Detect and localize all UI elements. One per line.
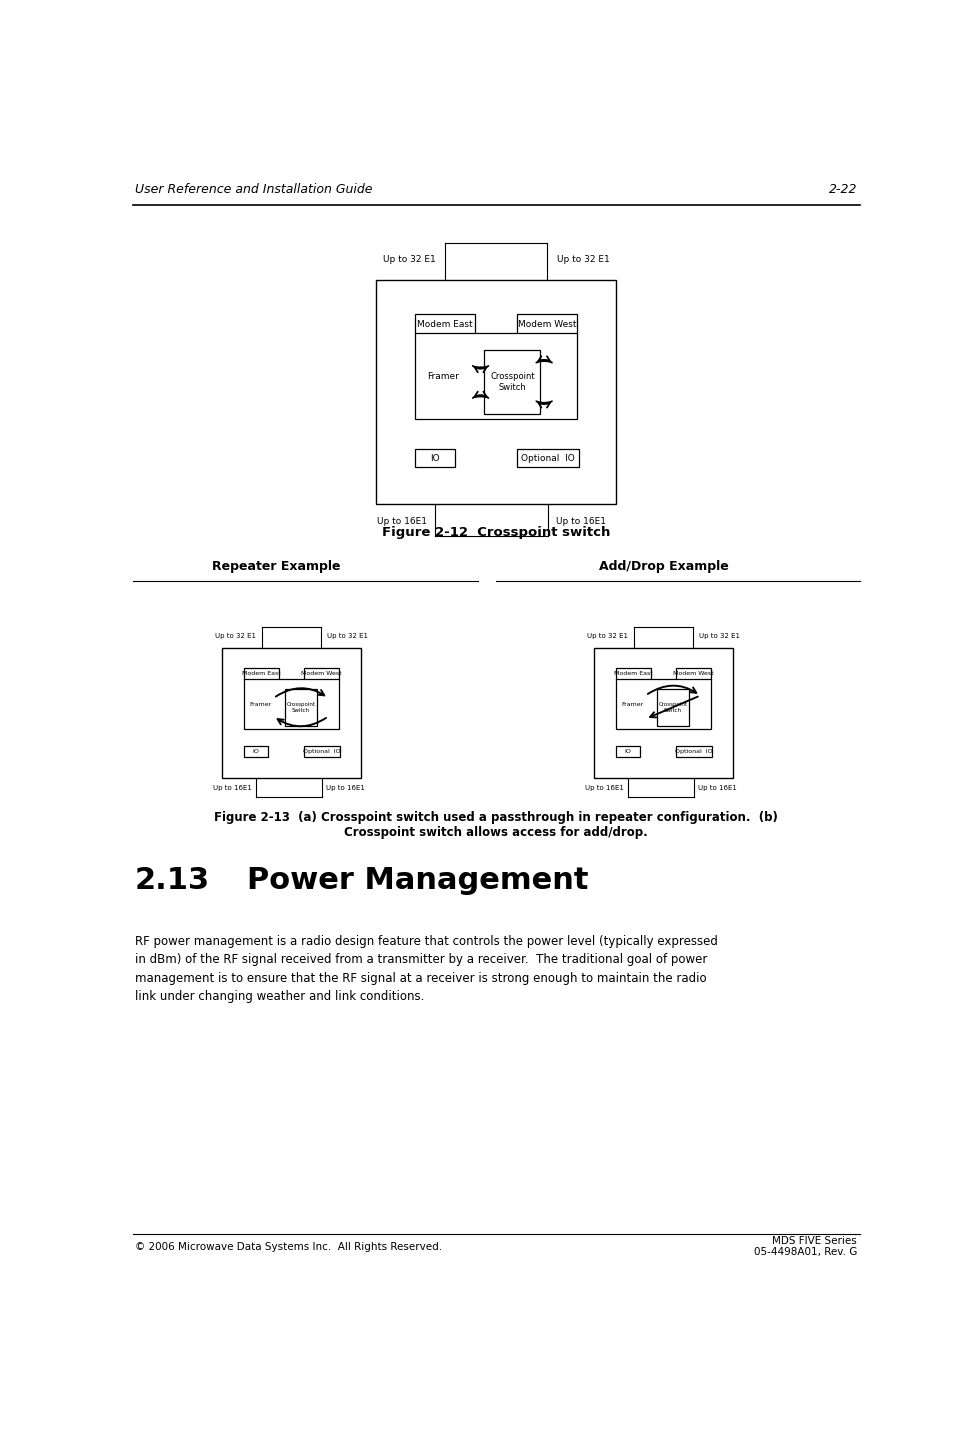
Bar [376, 280, 617, 504]
Text: Framer: Framer [250, 701, 272, 707]
Text: Up to 16E1: Up to 16E1 [378, 517, 427, 525]
Text: Framer: Framer [621, 701, 644, 707]
Text: Modem East: Modem East [417, 319, 472, 329]
Bar [517, 449, 579, 468]
Bar [676, 668, 711, 680]
Text: Up to 16E1: Up to 16E1 [585, 786, 623, 791]
Text: Up to 16E1: Up to 16E1 [326, 786, 365, 791]
Text: Crosspoint
Switch: Crosspoint Switch [287, 701, 316, 713]
Text: Modem East: Modem East [242, 671, 282, 677]
Text: 2.13: 2.13 [135, 866, 210, 896]
Bar [304, 668, 339, 680]
Bar [244, 668, 280, 680]
Text: Up to 32 E1: Up to 32 E1 [699, 634, 740, 640]
Text: Repeater Example: Repeater Example [212, 560, 340, 574]
Bar [222, 648, 361, 778]
Text: Optional  IO: Optional IO [675, 748, 712, 754]
Text: Up to 32 E1: Up to 32 E1 [326, 634, 368, 640]
Bar [656, 688, 689, 726]
Text: Modem West: Modem West [301, 671, 342, 677]
Text: User Reference and Installation Guide: User Reference and Installation Guide [135, 183, 373, 196]
Bar [285, 688, 318, 726]
Bar [414, 449, 455, 468]
Text: Figure 2-13  (a) Crosspoint switch used a passthrough in repeater configuration.: Figure 2-13 (a) Crosspoint switch used a… [214, 811, 778, 840]
Text: MDS FIVE Series
05-4498A01, Rev. G: MDS FIVE Series 05-4498A01, Rev. G [754, 1236, 858, 1258]
Text: Up to 16E1: Up to 16E1 [556, 517, 606, 525]
Text: Crosspoint
Switch: Crosspoint Switch [658, 701, 687, 713]
Text: Up to 32 E1: Up to 32 E1 [216, 634, 257, 640]
Text: Up to 32 E1: Up to 32 E1 [383, 256, 436, 265]
Bar [414, 332, 578, 419]
Text: IO: IO [624, 748, 631, 754]
Text: Optional  IO: Optional IO [521, 454, 575, 462]
Text: IO: IO [253, 748, 259, 754]
Text: Optional  IO: Optional IO [303, 748, 341, 754]
Bar [244, 746, 268, 757]
Text: IO: IO [430, 454, 439, 462]
Bar [304, 746, 340, 757]
Text: Power Management: Power Management [247, 866, 588, 896]
Bar [593, 648, 733, 778]
Bar [414, 315, 475, 335]
Bar [244, 678, 339, 728]
Text: Framer: Framer [428, 372, 460, 381]
Bar [617, 746, 640, 757]
Text: Modem West: Modem West [518, 319, 577, 329]
Bar [617, 668, 651, 680]
Text: Crosspoint
Switch: Crosspoint Switch [490, 372, 534, 392]
Text: RF power management is a radio design feature that controls the power level (typ: RF power management is a radio design fe… [135, 934, 718, 1003]
Text: Up to 32 E1: Up to 32 E1 [588, 634, 628, 640]
Text: Up to 16E1: Up to 16E1 [213, 786, 252, 791]
Bar [484, 351, 540, 414]
Text: Up to 32 E1: Up to 32 E1 [557, 256, 609, 265]
Bar [676, 746, 711, 757]
Text: Up to 16E1: Up to 16E1 [698, 786, 737, 791]
Text: 2-22: 2-22 [829, 183, 858, 196]
Text: Figure 2-12  Crosspoint switch: Figure 2-12 Crosspoint switch [382, 527, 610, 539]
Text: © 2006 Microwave Data Systems Inc.  All Rights Reserved.: © 2006 Microwave Data Systems Inc. All R… [135, 1242, 442, 1252]
Text: Add/Drop Example: Add/Drop Example [598, 560, 728, 574]
Text: Modem West: Modem West [673, 671, 713, 677]
Bar [517, 315, 578, 335]
Bar [617, 678, 711, 728]
Text: Modem East: Modem East [615, 671, 653, 677]
